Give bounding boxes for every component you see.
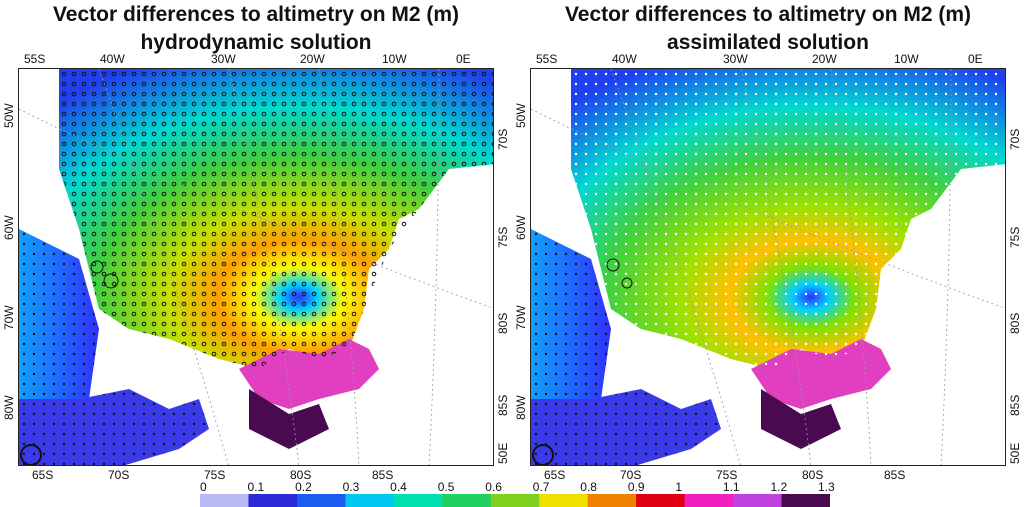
panel-title: Vector differences to altimetry on M2 (m… <box>564 3 972 26</box>
colorbar-tick-label: 0.1 <box>247 480 265 494</box>
map-svg-hydro <box>19 69 493 465</box>
bottom-label: 85S <box>372 468 394 482</box>
panel-assimilated: Vector differences to altimetry on M2 (m… <box>512 0 1024 507</box>
right-label: 75S <box>1008 226 1022 248</box>
panel-hydrodynamic: Vector differences to altimetry on M2 (m… <box>2 3 510 482</box>
map-svg-assim <box>531 69 1005 465</box>
panel-title: Vector differences to altimetry on M2 (m… <box>52 3 460 26</box>
top-label: 10W <box>894 52 919 66</box>
right-label: 50E <box>496 442 510 464</box>
right-label: 75S <box>496 226 510 248</box>
bottom-label: 75S <box>204 468 226 482</box>
panel-subtitle: assimilated solution <box>667 31 869 54</box>
bottom-label: 65S <box>32 468 54 482</box>
colorbar-segment <box>539 494 589 507</box>
top-label: 40W <box>100 52 125 66</box>
colorbar-tick-label: 0.3 <box>342 480 360 494</box>
map-frame <box>18 68 494 466</box>
colorbar-tick-label: 0 <box>200 480 207 494</box>
bottom-label: 70S <box>620 468 642 482</box>
map-frame <box>530 68 1006 466</box>
colorbar-tick-label: 0.2 <box>295 480 312 494</box>
top-label: 20W <box>812 52 837 66</box>
top-label: 55S <box>24 52 46 66</box>
top-label: 30W <box>211 52 236 66</box>
right-label: 80S <box>1008 312 1022 334</box>
colorbar-tick-label: 0.8 <box>580 480 597 494</box>
colorbar-segment <box>442 494 492 507</box>
colorbar-segment <box>636 494 686 507</box>
colorbar-tick-label: 0.6 <box>485 480 502 494</box>
colorbar <box>200 494 830 507</box>
colorbar-tick-label: 1.3 <box>818 480 835 494</box>
top-label: 0E <box>968 52 983 66</box>
top-label: 10W <box>382 52 407 66</box>
colorbar-tick-label: 0.9 <box>627 480 645 494</box>
bottom-label: 80S <box>290 468 312 482</box>
colorbar-segment <box>200 494 249 507</box>
colorbar-tick-label: 1.1 <box>722 480 740 494</box>
right-label: 50E <box>1008 442 1022 464</box>
colorbar-tick-label: 0.4 <box>390 480 407 494</box>
colorbar-segment <box>490 494 540 507</box>
colorbar-segment <box>684 494 734 507</box>
bottom-label: 85S <box>884 468 906 482</box>
colorbar-segment <box>733 494 783 507</box>
colorbar-tick-label: 0.7 <box>532 480 550 494</box>
colorbar-segment <box>248 494 298 507</box>
left-label: 80W <box>514 395 528 420</box>
right-label: 70S <box>1008 128 1022 150</box>
right-label: 80S <box>496 312 510 334</box>
colorbar-tick-label: 1.2 <box>770 480 788 494</box>
right-label: 70S <box>496 128 510 150</box>
colorbar-segment <box>587 494 637 507</box>
colorbar-segment <box>296 494 346 507</box>
top-label: 20W <box>300 52 325 66</box>
colorbar-segment <box>781 494 830 507</box>
top-label: 40W <box>612 52 637 66</box>
left-label: 50W <box>2 103 16 128</box>
top-label: 0E <box>456 52 471 66</box>
bottom-label: 70S <box>108 468 130 482</box>
bottom-label: 80S <box>802 468 824 482</box>
left-label: 50W <box>514 103 528 128</box>
bottom-label: 75S <box>716 468 738 482</box>
colorbar-segment <box>345 494 395 507</box>
panel-subtitle: hydrodynamic solution <box>140 31 372 54</box>
top-label: 55S <box>536 52 558 66</box>
top-label: 30W <box>723 52 748 66</box>
left-label: 60W <box>2 215 16 240</box>
colorbar-tick-label: 0.5 <box>437 480 455 494</box>
colorbar-tick-label: 1 <box>675 480 683 494</box>
left-label: 70W <box>2 305 16 330</box>
left-label: 70W <box>514 305 528 330</box>
right-label: 85S <box>1008 394 1022 416</box>
left-label: 60W <box>514 215 528 240</box>
colorbar-segment <box>393 494 443 507</box>
right-label: 85S <box>496 394 510 416</box>
bottom-label: 65S <box>544 468 566 482</box>
left-label: 80W <box>2 395 16 420</box>
